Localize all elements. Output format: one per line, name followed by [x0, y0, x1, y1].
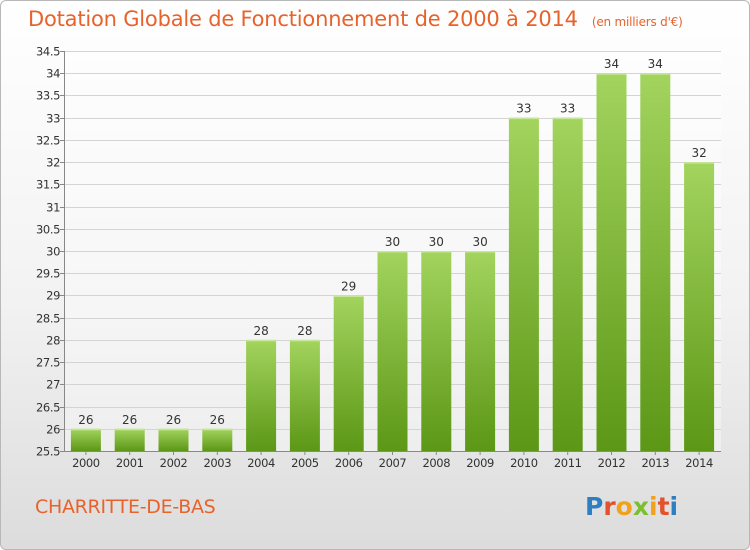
x-tick-label: 2006	[335, 456, 363, 470]
y-tick-label: 34.5	[36, 45, 60, 59]
x-tick-label: 2002	[160, 456, 188, 470]
x-tick-label: 2003	[203, 456, 231, 470]
bar	[465, 251, 496, 451]
x-tick-label: 2013	[641, 456, 669, 470]
bar-highlight	[640, 73, 671, 75]
bar	[202, 428, 233, 451]
data-label: 26	[166, 413, 181, 427]
bar	[70, 428, 101, 451]
commune-name: CHARRITTE-DE-BAS	[35, 496, 216, 518]
bar	[246, 339, 277, 451]
data-label: 29	[341, 279, 356, 293]
proxiti-logo: Proxiti	[585, 492, 679, 521]
y-tick-label: 28.5	[36, 312, 60, 326]
x-tick-label: 2008	[422, 456, 450, 470]
bar	[377, 251, 408, 451]
x-tick-label: 2014	[685, 456, 713, 470]
bar-highlight	[596, 73, 627, 75]
x-tick-label: 2010	[510, 456, 538, 470]
y-tick-label: 31	[46, 201, 60, 215]
bar-highlight	[377, 251, 408, 253]
y-tick-label: 31.5	[36, 178, 60, 192]
y-tick-label: 28	[46, 334, 60, 348]
data-label: 34	[648, 57, 663, 71]
y-tick-label: 25.5	[36, 445, 60, 459]
y-tick-label: 30	[46, 245, 60, 259]
data-label: 28	[297, 324, 312, 338]
y-tick-label: 30.5	[36, 223, 60, 237]
y-tick-label: 26.5	[36, 401, 60, 415]
bar	[684, 162, 715, 451]
bar	[289, 339, 320, 451]
x-tick-label: 2005	[291, 456, 319, 470]
x-tick-label: 2001	[116, 456, 144, 470]
bar-highlight	[289, 339, 320, 342]
data-label: 30	[385, 235, 400, 249]
data-label: 34	[604, 57, 619, 71]
y-tick-label: 33	[46, 112, 60, 126]
chart-title: Dotation Globale de Fonctionnement de 20…	[28, 7, 683, 31]
bar-highlight	[246, 339, 277, 342]
bar-highlight	[684, 162, 715, 164]
bar-layer: 26 26 26 26 28 28 29 30 30 30 33 33 34 34 32	[70, 57, 715, 452]
bar	[640, 73, 671, 451]
y-tick-label: 26	[46, 423, 60, 437]
y-tick-label: 27.5	[36, 356, 60, 370]
bar-highlight	[333, 295, 364, 297]
data-label: 33	[516, 102, 531, 116]
bar-highlight	[508, 117, 539, 120]
data-label: 28	[253, 324, 268, 338]
x-tick-label: 2004	[247, 456, 275, 470]
bar	[333, 295, 364, 451]
y-tick-label: 33.5	[36, 89, 60, 103]
x-tick-label: 2011	[554, 456, 582, 470]
y-tick-label: 27	[46, 378, 60, 392]
chart-title-text: Dotation Globale de Fonctionnement de 20…	[28, 7, 578, 31]
x-tick-label: 2007	[379, 456, 407, 470]
data-label: 30	[472, 235, 487, 249]
chart-unit: (en milliers d'€)	[591, 15, 683, 29]
axis-layer: 25.5 26 26.5 27 27.5 28 28.5 29 29.5 30 30.5 31 31.5…	[36, 45, 721, 470]
y-tick-label: 32	[46, 156, 60, 170]
data-label: 26	[122, 413, 137, 427]
data-label: 26	[210, 413, 225, 427]
bar-highlight	[552, 117, 583, 120]
x-tick-label: 2000	[72, 456, 100, 470]
data-label: 32	[691, 146, 706, 160]
bar-highlight	[114, 428, 145, 431]
data-label: 26	[78, 413, 93, 427]
bar	[552, 117, 583, 452]
bar-highlight	[202, 428, 233, 431]
bar	[508, 117, 539, 452]
bar-highlight	[70, 428, 101, 431]
bar	[114, 428, 145, 451]
bar-highlight	[421, 251, 452, 253]
y-tick-label: 29	[46, 289, 60, 303]
bar	[421, 251, 452, 451]
data-label: 33	[560, 102, 575, 116]
bar-highlight	[465, 251, 496, 253]
x-tick-label: 2012	[598, 456, 626, 470]
data-label: 30	[429, 235, 444, 249]
y-tick-label: 34	[46, 67, 60, 81]
bar	[158, 428, 189, 451]
y-tick-label: 29.5	[36, 267, 60, 281]
x-tick-label: 2009	[466, 456, 494, 470]
bar-highlight	[158, 428, 189, 431]
y-tick-label: 32.5	[36, 134, 60, 148]
bar	[596, 73, 627, 451]
